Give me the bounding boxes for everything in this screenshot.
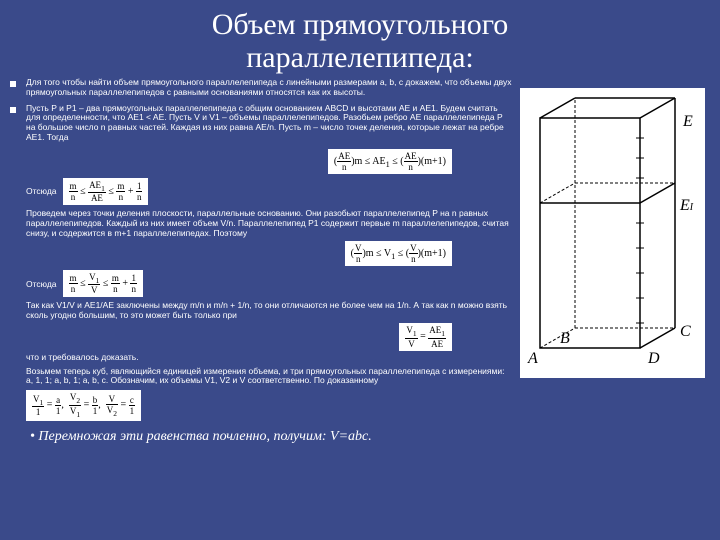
para-4: Так как V1/V и AE1/AE заключены между m/… [26,301,512,321]
formula-top: (AEn)m ≤ AE1 ≤ (AEn)(m+1) [328,149,452,174]
otsyuda-row-1: Отсюда mn ≤ AE1AE ≤ mn + 1n [26,178,512,206]
formula-row-3: V1V = AE1AE [10,323,512,351]
diagram-column: E EI B C A D [520,78,710,421]
para-5: что и требовалось доказать. [26,353,512,363]
svg-text:B: B [560,330,570,347]
title-line-2: параллелепипеда: [0,41,720,74]
otsyuda-label-2: Отсюда [26,279,57,289]
bullet-icon [10,107,16,113]
formula-ratio: V1V = AE1AE [399,323,452,351]
formula-mid: (Vn)m ≤ V1 ≤ (Vn)(m+1) [345,241,452,266]
content-area: Для того чтобы найти объем прямоугольног… [0,78,720,421]
formula-bottom: V11 = a1, V2V1 = b1, VV2 = c1 [26,390,141,421]
para-6: Возьмем теперь куб, являющийся единицей … [26,367,512,387]
title-line-1: Объем прямоугольного [0,8,720,41]
formula-row-2: (Vn)m ≤ V1 ≤ (Vn)(m+1) [10,241,512,266]
parallelepiped-diagram: E EI B C A D [520,88,705,378]
formula-row-4: V11 = a1, V2V1 = b1, VV2 = c1 [26,390,512,421]
formula-row-1: (AEn)m ≤ AE1 ≤ (AEn)(m+1) [10,149,512,174]
svg-text:D: D [647,350,660,367]
para-2: Пусть P и P1 – два прямоугольных паралле… [26,104,512,143]
bullet-icon [10,81,16,87]
otsyuda-row-2: Отсюда mn ≤ V1V ≤ mn + 1n [26,270,512,298]
page-title: Объем прямоугольного параллелепипеда: [0,0,720,78]
formula-ots2: mn ≤ V1V ≤ mn + 1n [63,270,143,298]
svg-text:A: A [527,350,538,367]
bullet-item-2: Пусть P и P1 – два прямоугольных паралле… [10,104,512,143]
svg-text:C: C [680,323,691,340]
para-1: Для того чтобы найти объем прямоугольног… [26,78,512,98]
text-column: Для того чтобы найти объем прямоугольног… [10,78,520,421]
formula-ots1: mn ≤ AE1AE ≤ mn + 1n [63,178,149,206]
para-3: Проведем через точки деления плоскости, … [26,209,512,238]
conclusion-text: • Перемножая эти равенства почленно, пол… [0,421,720,445]
otsyuda-label-1: Отсюда [26,186,57,196]
svg-text:E: E [682,113,693,130]
bullet-item-1: Для того чтобы найти объем прямоугольног… [10,78,512,98]
